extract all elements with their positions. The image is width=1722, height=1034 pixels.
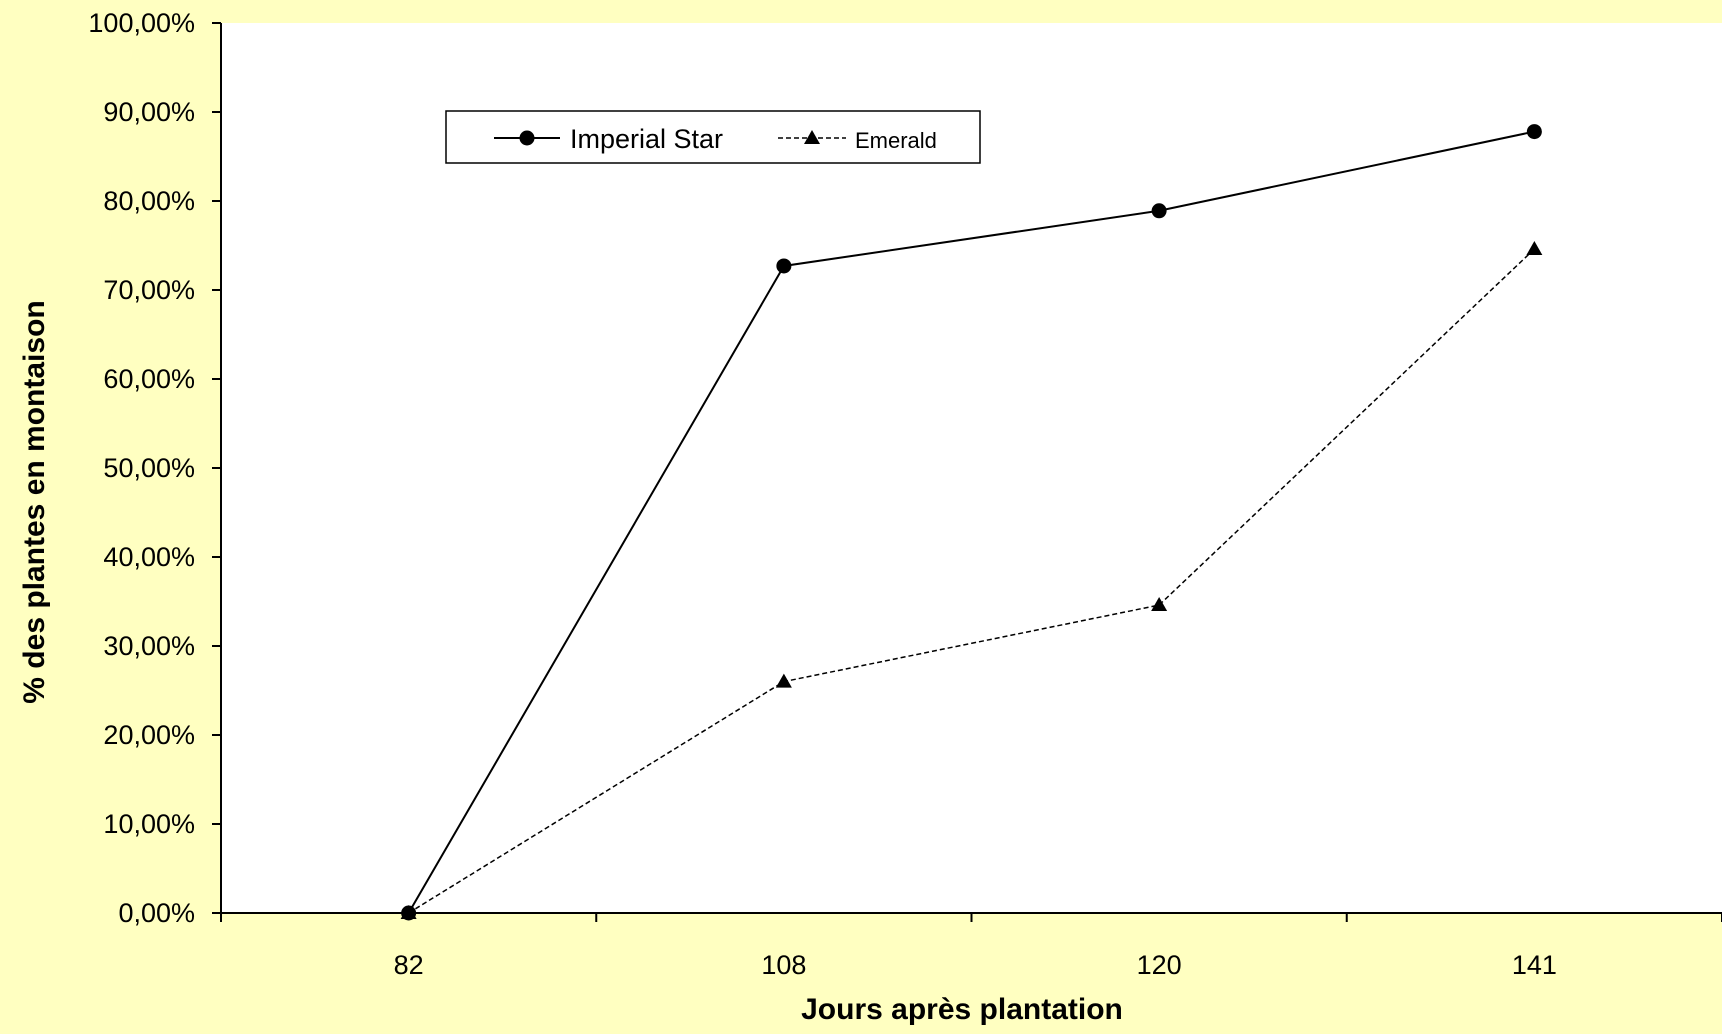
data-point [400, 905, 417, 919]
y-tick-label: 70,00% [103, 275, 195, 305]
y-tick-label: 20,00% [103, 720, 195, 750]
data-point [775, 673, 792, 688]
legend-label: Imperial Star [570, 124, 723, 154]
y-tick-label: 50,00% [103, 453, 195, 483]
y-tick-label: 100,00% [88, 8, 195, 38]
y-tick-label: 90,00% [103, 97, 195, 127]
series-imperial-star [401, 124, 1542, 921]
data-point [1526, 124, 1542, 140]
x-tick-label: 141 [1512, 950, 1557, 980]
y-tick-label: 0,00% [118, 898, 195, 928]
data-point [1151, 597, 1168, 612]
y-tick-label: 80,00% [103, 186, 195, 216]
legend-marker [519, 130, 535, 146]
x-axis-label: Jours après plantation [801, 993, 1123, 1026]
y-tick-label: 40,00% [103, 542, 195, 572]
series-line [408, 248, 1535, 914]
series-emerald [400, 241, 1543, 919]
data-point [1151, 203, 1167, 219]
data-point [776, 258, 792, 274]
plot-area [221, 23, 1722, 913]
y-tick-label: 60,00% [103, 364, 195, 394]
x-tick-label: 108 [761, 950, 806, 980]
legend-label: Emerald [855, 128, 937, 153]
y-tick-label: 30,00% [103, 631, 195, 661]
x-tick-label: 120 [1137, 950, 1182, 980]
y-axis-label: % des plantes en montaison [18, 300, 51, 703]
legend-marker [804, 130, 820, 144]
x-tick-label: 82 [394, 950, 424, 980]
y-tick-label: 10,00% [103, 809, 195, 839]
data-point [1526, 241, 1543, 256]
series-line [407, 130, 1535, 914]
